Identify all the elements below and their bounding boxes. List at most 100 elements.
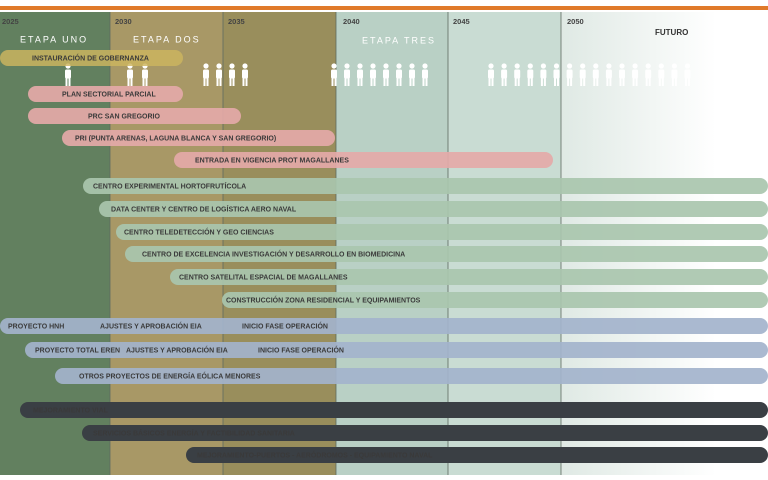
bar-label: ENTRADA EN VIGENCIA PROT MAGALLANES — [195, 157, 349, 164]
person-icon — [566, 69, 573, 79]
person-icon — [501, 63, 507, 69]
person-icon — [622, 78, 625, 86]
timeline-bar — [20, 402, 768, 418]
person-icon — [242, 63, 248, 69]
period-band — [336, 12, 448, 475]
person-icon — [232, 78, 235, 86]
bar-label: CENTRO SATELITAL ESPACIAL DE MAGALLANES — [179, 274, 348, 281]
person-icon — [514, 69, 521, 79]
person-icon — [370, 63, 376, 69]
timeline-bar — [55, 368, 768, 384]
period-band — [448, 12, 561, 475]
person-icon — [229, 69, 235, 79]
timeline-bar — [82, 425, 768, 441]
person-icon — [567, 63, 573, 69]
person-icon — [383, 78, 386, 86]
person-icon — [145, 78, 148, 86]
person-icon — [674, 78, 677, 86]
period-band — [561, 12, 716, 475]
stage-label: ETAPA TRES — [362, 35, 436, 45]
bar-label: INICIO FASE OPERACIÓN — [258, 345, 344, 354]
person-icon — [412, 78, 415, 86]
person-icon — [383, 69, 389, 79]
person-icon — [592, 69, 599, 79]
bar-label: CONSTRUCCIÓN ZONA RESIDENCIAL Y EQUIPAMI… — [226, 295, 421, 304]
bar-label: CENTRO DE EXCELENCIA INVESTIGACIÓN Y DES… — [142, 249, 405, 258]
person-icon — [671, 69, 678, 79]
person-icon — [514, 63, 520, 69]
person-icon — [65, 78, 68, 86]
person-icon — [488, 63, 494, 69]
person-icon — [386, 78, 389, 86]
person-icon — [645, 63, 651, 69]
person-icon — [580, 78, 583, 86]
person-icon — [127, 78, 130, 86]
timeline-bar — [174, 152, 553, 168]
person-icon — [619, 69, 625, 79]
timeline-bar — [116, 224, 768, 240]
person-icon — [557, 78, 559, 86]
person-icon — [142, 69, 148, 79]
timeline-bar — [28, 86, 183, 102]
timeline-bar — [0, 50, 183, 66]
person-icon — [229, 78, 232, 86]
timeline-bar — [62, 130, 335, 146]
person-icon — [422, 69, 428, 79]
person-icon — [619, 78, 622, 86]
bar-label: DATA CENTER Y CENTRO DE LOGÍSTICA AERO N… — [111, 204, 297, 213]
timeline-bar — [222, 292, 768, 308]
person-icon — [671, 78, 674, 86]
person-icon — [514, 78, 517, 86]
person-icon — [661, 78, 664, 86]
person-icon — [593, 78, 596, 86]
person-icon — [501, 78, 504, 86]
bar-label: PRI (PUNTA ARENAS, LAGUNA BLANCA Y SAN G… — [75, 135, 276, 142]
person-icon — [579, 69, 586, 79]
person-icon — [596, 78, 599, 86]
person-icon — [383, 63, 389, 69]
person-icon — [331, 69, 337, 79]
person-icon — [409, 69, 415, 79]
person-icon — [357, 69, 363, 79]
person-icon — [219, 78, 222, 86]
person-icon — [605, 69, 612, 79]
person-icon — [344, 63, 350, 69]
person-icon — [422, 78, 425, 86]
person-icon — [425, 78, 428, 86]
person-icon — [399, 78, 402, 86]
person-icon — [645, 69, 652, 79]
timeline-bar — [0, 318, 768, 334]
year-label: 2040 — [343, 17, 360, 26]
person-icon — [583, 78, 586, 86]
bar-label: AJUSTES Y APROBACIÓN EIA — [100, 321, 202, 330]
person-icon — [658, 69, 665, 79]
person-icon — [216, 69, 222, 79]
person-icon — [357, 63, 363, 69]
person-icon — [540, 63, 547, 69]
person-icon — [567, 78, 570, 86]
person-icon — [671, 63, 678, 69]
person-icon — [527, 78, 530, 86]
bar-label: PROYECTO TOTAL EREN — [35, 347, 120, 354]
person-icon — [530, 78, 533, 86]
year-label: 2030 — [115, 17, 132, 26]
person-icon — [203, 63, 209, 69]
person-icon — [504, 78, 507, 86]
bar-label: PROYECTO HNH — [8, 323, 64, 330]
timeline-bar — [170, 269, 768, 285]
person-icon — [606, 63, 612, 69]
person-icon — [688, 78, 690, 86]
person-icon — [684, 63, 691, 69]
person-icon — [632, 78, 635, 86]
person-icon — [540, 78, 543, 86]
bar-label: SERVICIOS BÁSICOS ENERGÍA Y FACTIBILIDAD… — [93, 428, 295, 437]
person-icon — [580, 63, 586, 69]
person-icon — [245, 78, 248, 86]
bar-label: CENTRO TELEDETECCIÓN Y GEO CIENCIAS — [124, 227, 274, 236]
person-icon — [370, 78, 373, 86]
person-icon — [632, 69, 639, 79]
person-icon — [242, 78, 245, 86]
period-band — [223, 12, 336, 475]
year-label: 2045 — [453, 17, 470, 26]
